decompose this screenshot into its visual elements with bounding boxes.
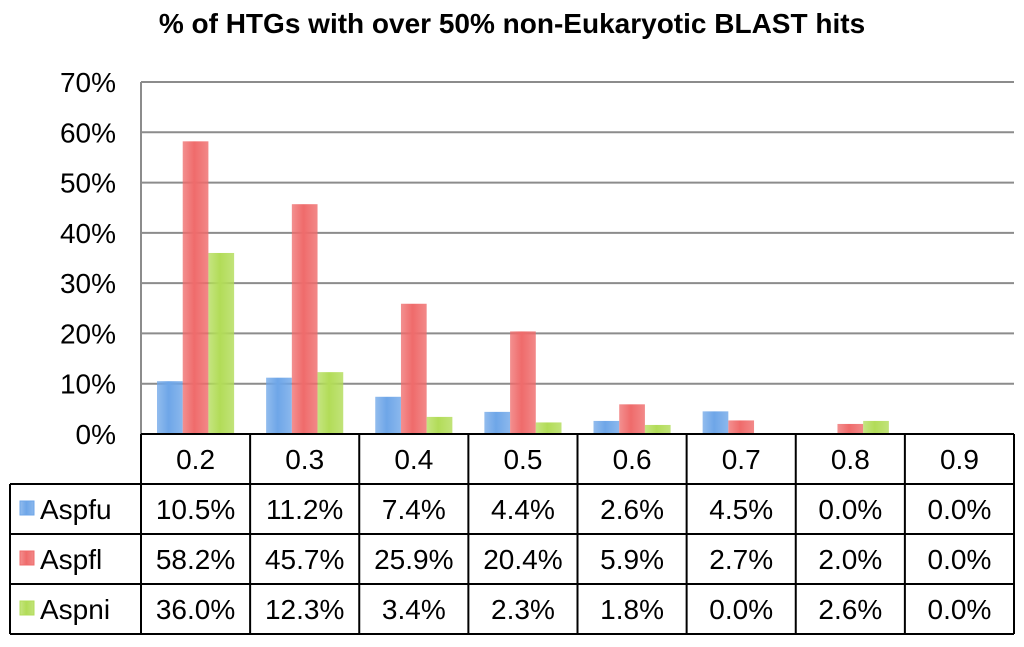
x-category-label: 0.4 [394, 444, 433, 475]
series-name-aspfu: Aspfu [40, 494, 112, 525]
bar-aspfl-0-3 [291, 204, 318, 434]
data-label: 1.8% [600, 594, 664, 625]
y-tick-label: 40% [60, 218, 116, 249]
bar-aspni-0-6 [644, 424, 671, 434]
legend-swatch-aspfl [19, 550, 35, 566]
bar-aspfl-0-8 [837, 423, 864, 434]
bar-aspni-0-4 [426, 416, 453, 434]
data-label: 12.3% [265, 594, 344, 625]
bar-aspfu-0-2 [157, 381, 183, 434]
data-label: 7.4% [382, 494, 446, 525]
data-label: 11.2% [266, 494, 343, 525]
data-label: 3.4% [382, 594, 446, 625]
x-category-label: 0.8 [831, 444, 870, 475]
y-axis-ticks: 0% 10% 20% 30% 40% 50% 60% 70% [60, 67, 116, 450]
x-category-label: 0.7 [722, 444, 761, 475]
bar-aspfu-0-3 [266, 377, 292, 434]
data-label: 4.5% [709, 494, 773, 525]
data-label: 0.0% [818, 494, 882, 525]
bar-aspni-0-5 [535, 422, 562, 434]
data-label: 58.2% [156, 544, 235, 575]
bar-aspni-0-8 [863, 420, 889, 434]
y-tick-label: 50% [60, 168, 116, 199]
x-category-label: 0.5 [503, 444, 542, 475]
bar-aspfu-0-4 [375, 396, 401, 434]
legend-swatch-aspni [19, 600, 35, 616]
data-label: 2.6% [600, 494, 664, 525]
bar-aspfu-0-7 [702, 411, 729, 434]
bar-aspfu-0-6 [593, 420, 620, 434]
data-table: 0.2 0.3 0.4 0.5 0.6 0.7 0.8 0.9 Aspfu 10.5% 11.2% 7… [9, 433, 1015, 635]
chart-title: % of HTGs with over 50% non-Eukaryotic B… [158, 8, 866, 39]
data-label: 45.7% [265, 544, 344, 575]
y-tick-label: 20% [60, 318, 116, 349]
data-label: 36.0% [156, 594, 235, 625]
data-label: 2.7% [709, 544, 773, 575]
bar-aspfl-0-7 [728, 420, 755, 434]
series-name-aspfl: Aspfl [40, 544, 102, 575]
bar-aspfl-0-5 [510, 331, 536, 434]
data-label: 0.0% [928, 494, 992, 525]
y-tick-label: 10% [60, 369, 116, 400]
y-tick-label: 60% [60, 117, 116, 148]
data-label: 25.9% [374, 544, 453, 575]
bar-aspfl-0-6 [619, 404, 645, 434]
data-label: 2.6% [818, 594, 882, 625]
y-tick-label: 30% [60, 268, 116, 299]
data-label: 0.0% [928, 594, 992, 625]
bars [157, 141, 889, 434]
data-label: 2.0% [818, 544, 882, 575]
data-label: 20.4% [483, 544, 562, 575]
data-label: 2.3% [491, 594, 555, 625]
data-label: 0.0% [709, 594, 773, 625]
bar-aspni-0-3 [317, 372, 344, 434]
y-tick-label: 0% [76, 419, 116, 450]
series-name-aspni: Aspni [40, 594, 110, 625]
bar-aspni-0-2 [208, 252, 235, 434]
x-category-label: 0.6 [613, 444, 652, 475]
x-category-label: 0.9 [940, 444, 979, 475]
bar-aspfl-0-4 [400, 303, 427, 434]
bar-aspfu-0-5 [484, 411, 511, 434]
legend-swatch-aspfu [19, 500, 35, 516]
bar-aspfl-0-2 [182, 141, 209, 434]
x-category-label: 0.3 [285, 444, 324, 475]
x-category-label: 0.2 [176, 444, 215, 475]
data-label: 4.4% [491, 494, 555, 525]
data-label: 0.0% [928, 544, 992, 575]
data-label: 10.5% [156, 494, 235, 525]
data-label: 5.9% [600, 544, 664, 575]
y-tick-label: 70% [60, 67, 116, 98]
